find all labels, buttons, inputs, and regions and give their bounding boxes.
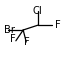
Text: F: F <box>24 37 30 47</box>
Text: Br: Br <box>4 25 15 35</box>
Text: F: F <box>55 20 61 30</box>
Text: Cl: Cl <box>33 6 43 16</box>
Text: F: F <box>10 34 16 44</box>
